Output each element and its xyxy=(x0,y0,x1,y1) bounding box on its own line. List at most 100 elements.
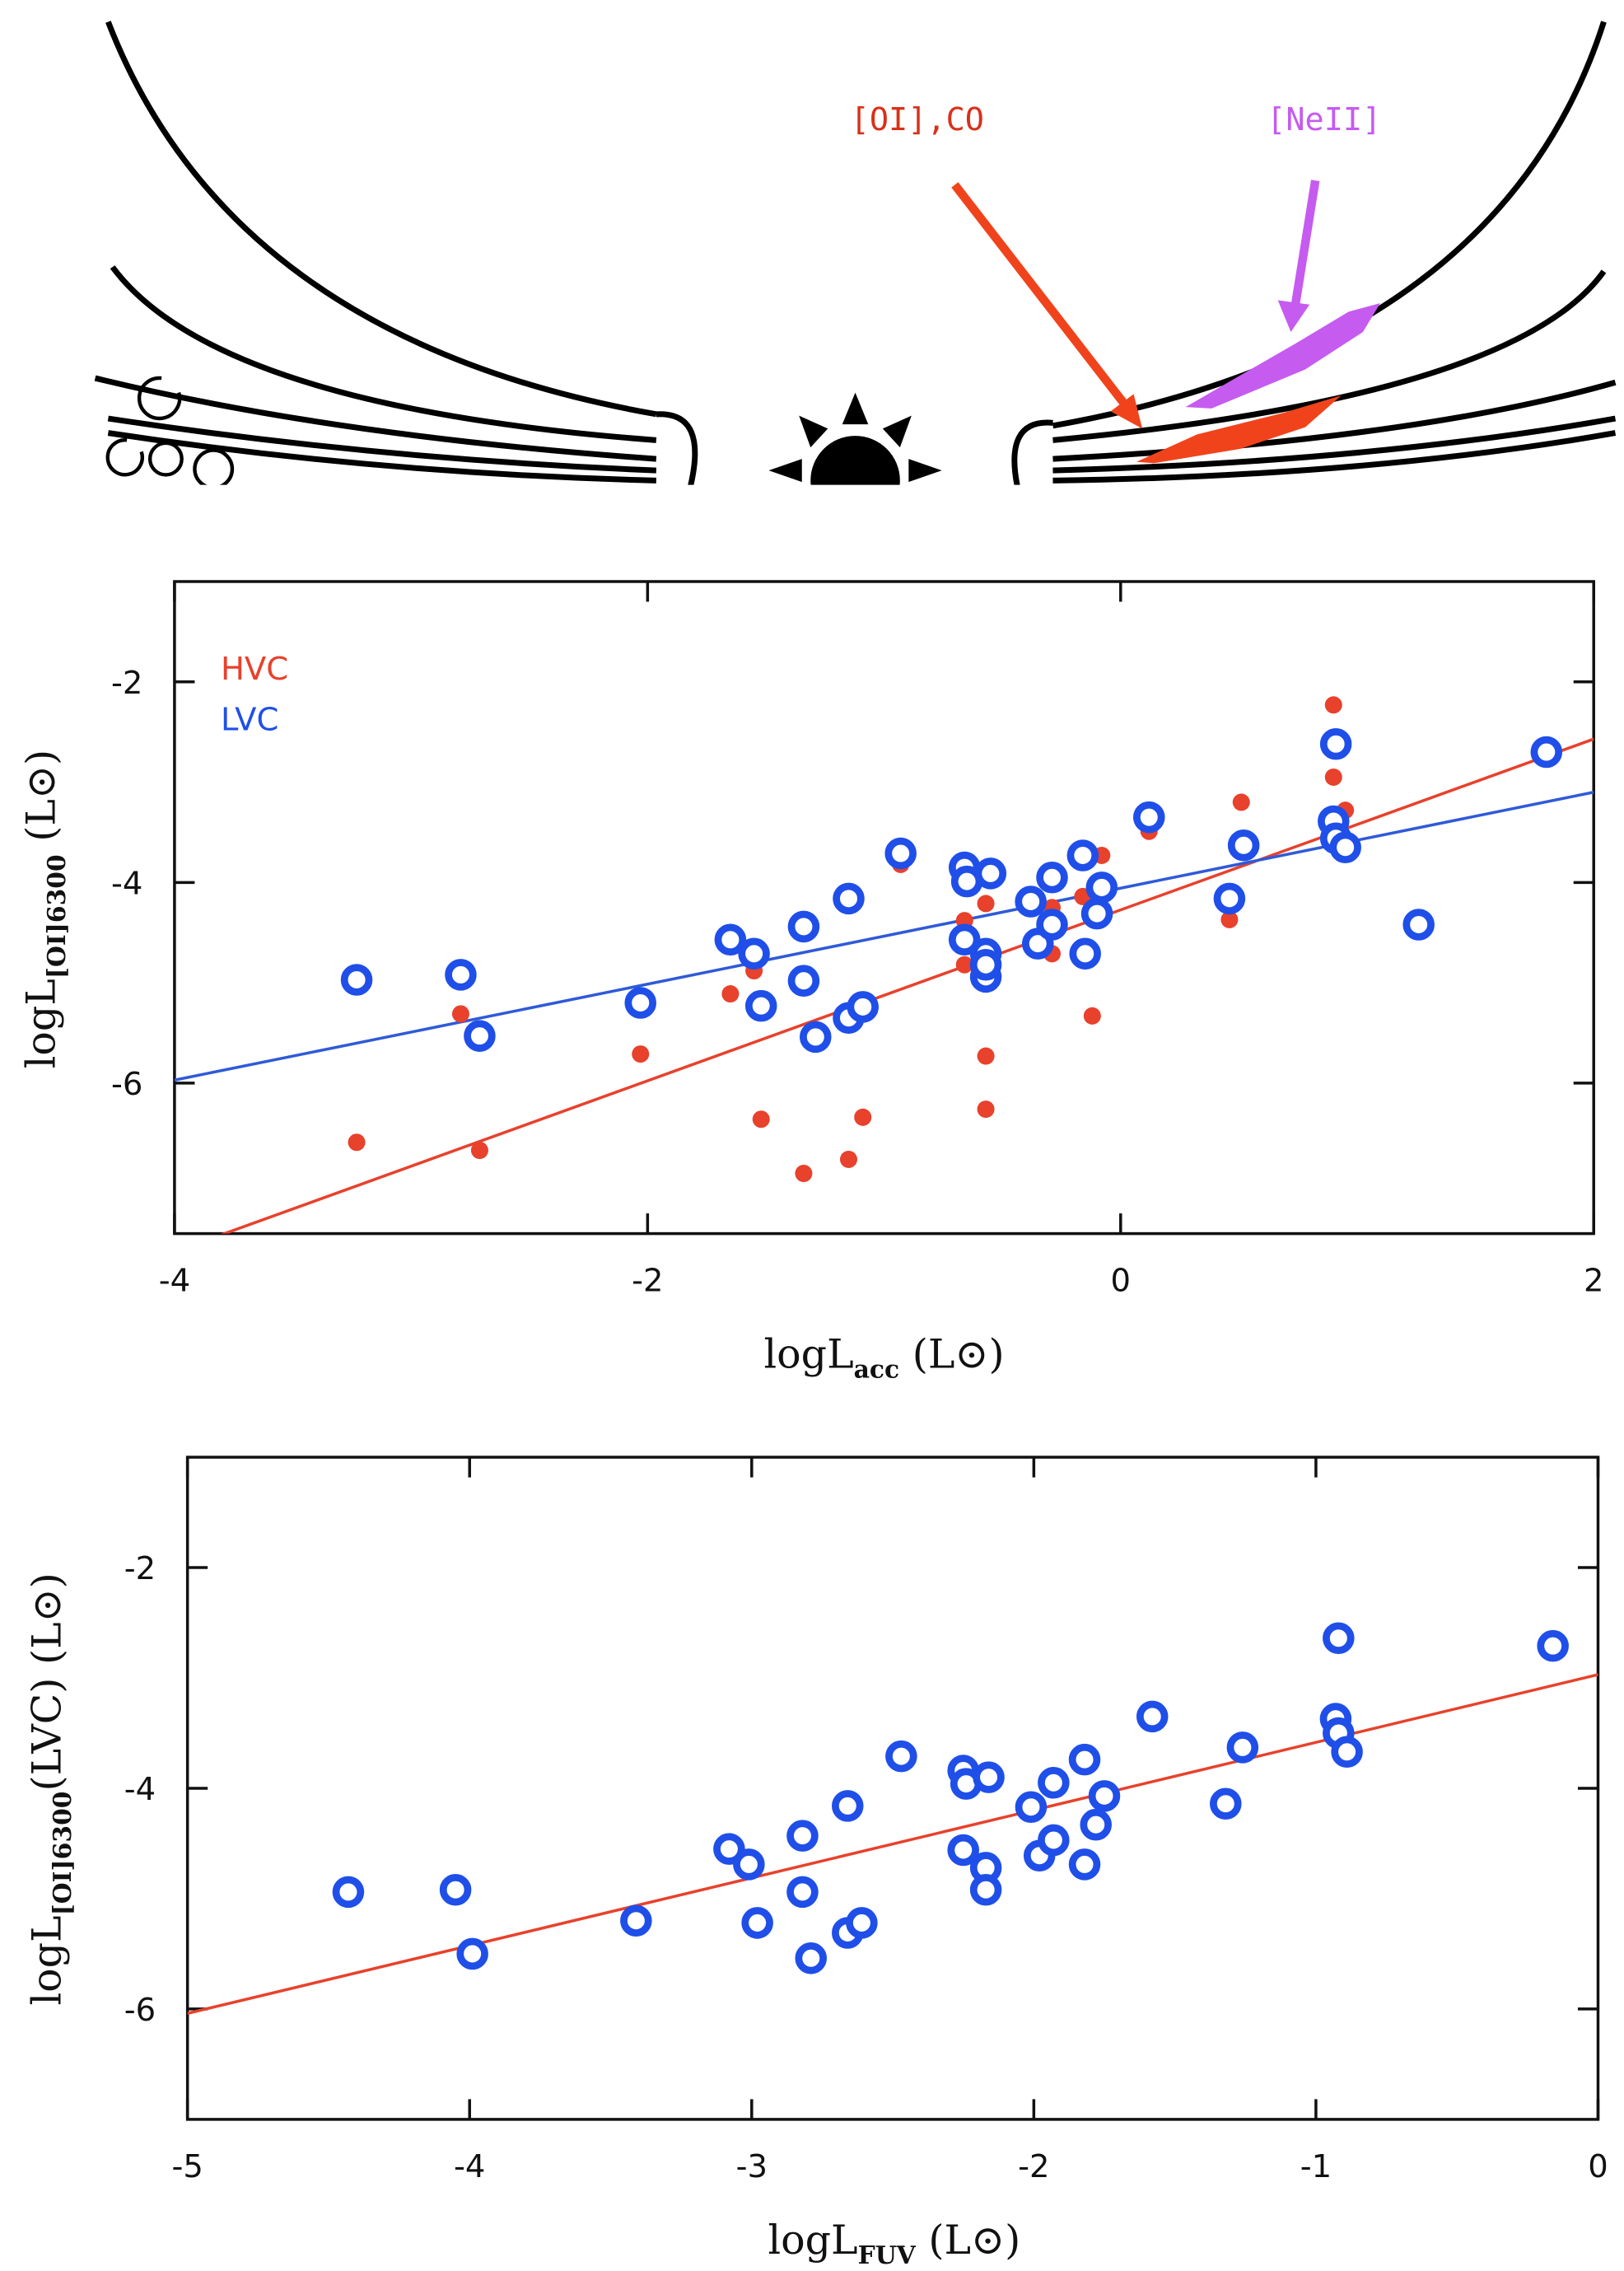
ring-marker xyxy=(948,923,981,956)
ring-marker xyxy=(1210,1787,1242,1820)
ring-marker xyxy=(1069,937,1101,970)
ring-marker xyxy=(1329,831,1361,863)
neii-region xyxy=(1185,302,1381,409)
ring-marker xyxy=(624,987,656,1019)
ring-marker xyxy=(1080,1808,1112,1841)
ring-marker xyxy=(787,965,820,997)
x-tick-label: 0 xyxy=(1111,1263,1132,1300)
arrow xyxy=(951,182,1132,412)
legend-entry: HVC xyxy=(221,651,288,688)
ring-marker xyxy=(1136,1700,1169,1733)
dot-marker xyxy=(795,1165,813,1183)
ring-marker xyxy=(445,959,477,991)
axis-label-sub: acc xyxy=(854,1356,900,1385)
axis-label: logLFUV (L⊙) xyxy=(768,2216,1020,2270)
x-tick-label: 0 xyxy=(1588,2148,1608,2185)
ring-marker xyxy=(1088,1780,1121,1812)
ring-marker xyxy=(973,1761,1005,1793)
dot-marker xyxy=(1220,910,1239,928)
ring-marker xyxy=(847,991,879,1023)
dot-marker xyxy=(977,1047,995,1065)
fit-line xyxy=(187,1673,1598,2015)
disk-curve xyxy=(1052,379,1617,462)
plot-frame xyxy=(185,1456,1600,2121)
ring-marker xyxy=(1530,736,1563,769)
dot-marker xyxy=(977,895,995,913)
ring-marker xyxy=(846,1907,878,1939)
ring-marker xyxy=(1213,882,1246,915)
plot-frame xyxy=(173,580,1595,1236)
ring-marker xyxy=(1015,1791,1048,1824)
ring-marker xyxy=(1537,1629,1569,1662)
y-tick-label: -6 xyxy=(111,1066,142,1103)
ring-marker xyxy=(1036,861,1068,894)
ring-marker xyxy=(1323,1622,1355,1655)
axis-label: logLacc (L⊙) xyxy=(764,1329,1005,1384)
x-tick-label: 2 xyxy=(1584,1263,1604,1300)
x-tick-label: -1 xyxy=(1300,2148,1332,2185)
ring-marker xyxy=(1036,909,1068,941)
ring-marker xyxy=(800,1021,832,1054)
ring-marker xyxy=(1319,728,1352,760)
ring-marker xyxy=(833,882,865,915)
x-tick-label: -3 xyxy=(736,2148,768,2185)
disk-curve xyxy=(107,430,656,484)
ring-marker xyxy=(974,857,1007,890)
ring-marker xyxy=(1015,886,1047,918)
ring-marker xyxy=(786,1820,819,1852)
dot-marker xyxy=(839,1150,857,1168)
y-tick-label: -2 xyxy=(124,1550,156,1587)
x-tick-label: -4 xyxy=(454,2148,485,2185)
dot-marker xyxy=(348,1133,366,1152)
dot-marker xyxy=(1232,793,1250,811)
ring-marker xyxy=(832,1790,864,1822)
diagram-label: [NeII] xyxy=(1267,101,1381,138)
disk-curve xyxy=(94,375,657,462)
fit-line xyxy=(220,737,1594,1234)
disk-curve xyxy=(107,415,656,474)
ring-marker xyxy=(1085,871,1118,904)
axis-label-main: logL xyxy=(17,979,65,1068)
dot-marker xyxy=(1083,1007,1101,1025)
x-tick-label: -2 xyxy=(632,1263,663,1300)
ring-marker xyxy=(464,1020,496,1052)
ring-marker xyxy=(340,964,373,996)
inner-rim xyxy=(656,411,698,485)
ring-marker xyxy=(738,937,770,970)
legend-entry: LVC xyxy=(221,701,278,738)
axis-label: logL[OI]6300 (L⊙) xyxy=(17,750,72,1068)
axis-label-main: logL xyxy=(23,1915,71,2005)
dot-marker xyxy=(854,1108,872,1126)
axis-label-sub: [OI]6300 xyxy=(43,854,72,979)
arrowhead xyxy=(1110,394,1143,429)
vortices xyxy=(105,376,235,485)
ring-marker xyxy=(1226,1731,1259,1764)
ring-marker xyxy=(620,1904,652,1937)
x-tick-label: -5 xyxy=(171,2148,203,2185)
ring-marker xyxy=(786,1876,819,1909)
ring-marker xyxy=(885,1740,917,1773)
fit-line xyxy=(174,791,1594,1082)
dot-marker xyxy=(955,956,973,974)
ring-marker xyxy=(1402,909,1435,941)
axis-label-unit: (L⊙) xyxy=(17,750,65,854)
ring-marker xyxy=(787,910,820,943)
dot-marker xyxy=(470,1142,488,1160)
axis-label-unit: (L⊙) xyxy=(899,1329,1004,1377)
x-tick-label: -4 xyxy=(159,1263,190,1300)
ring-marker xyxy=(744,989,777,1022)
ring-marker xyxy=(1066,839,1099,871)
disk-curve xyxy=(1052,430,1617,484)
oi-region xyxy=(1136,395,1342,464)
diagram-label: [OI],CO xyxy=(851,101,984,138)
dot-marker xyxy=(451,1005,469,1023)
ring-marker xyxy=(969,1873,1002,1906)
disk-curve xyxy=(1052,269,1607,443)
ring-marker xyxy=(947,1834,979,1867)
ring-marker xyxy=(969,948,1002,981)
ring-marker xyxy=(1068,1848,1101,1881)
dot-marker xyxy=(752,1110,770,1128)
